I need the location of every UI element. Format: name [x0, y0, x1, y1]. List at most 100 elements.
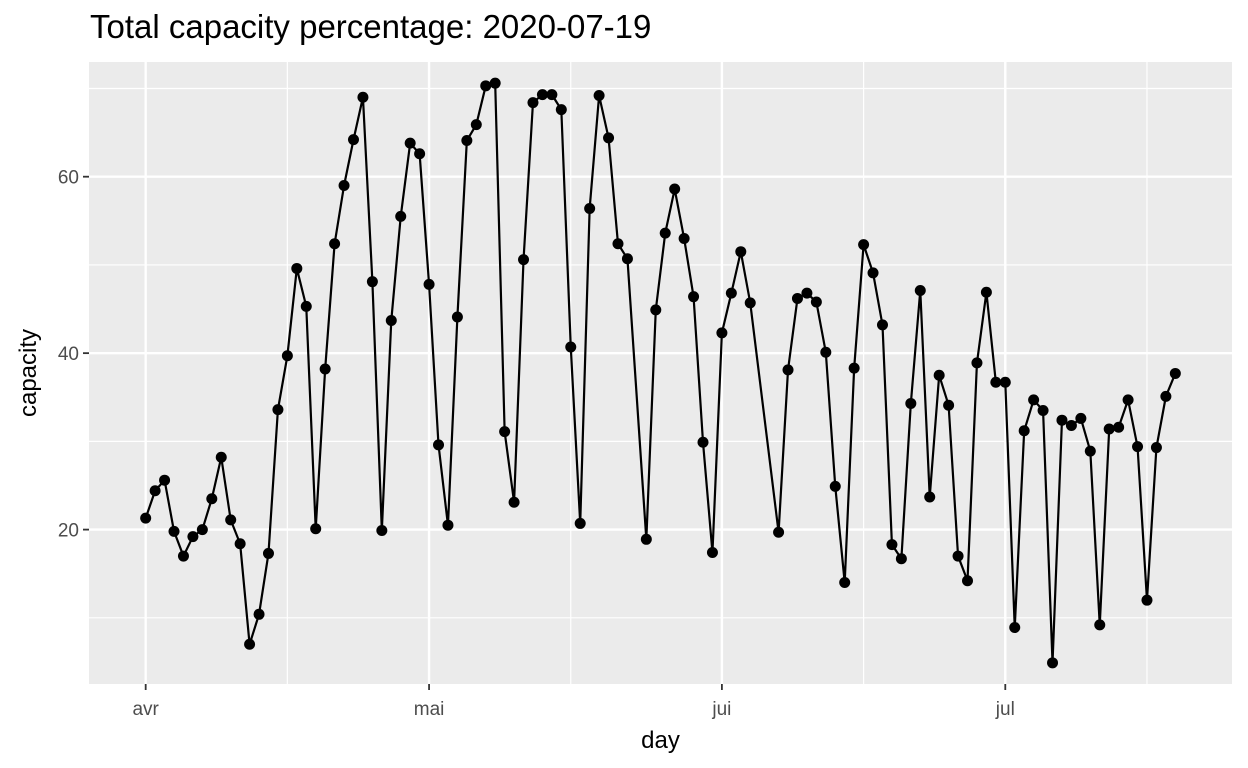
- data-point: [244, 638, 256, 650]
- x-axis: avr mai jui jul: [132, 684, 1015, 720]
- plot-panel: [89, 62, 1232, 684]
- data-point: [1037, 404, 1049, 416]
- data-point: [1094, 619, 1106, 631]
- y-axis: 20 40 60: [58, 168, 89, 542]
- data-point: [376, 524, 388, 536]
- data-point: [612, 238, 624, 250]
- data-point: [480, 80, 492, 92]
- data-point: [791, 292, 803, 304]
- data-point: [461, 135, 473, 147]
- data-point: [187, 531, 199, 543]
- data-point: [555, 104, 567, 116]
- data-point: [914, 285, 926, 297]
- data-point: [159, 474, 171, 486]
- data-point: [536, 89, 548, 101]
- y-tick-label: 60: [58, 168, 79, 189]
- data-point: [574, 517, 586, 529]
- data-point: [669, 183, 681, 195]
- data-point: [357, 91, 369, 103]
- data-point: [215, 451, 227, 463]
- data-point: [697, 436, 709, 448]
- data-point: [999, 376, 1011, 388]
- x-tick-label: jui: [711, 699, 731, 720]
- chart-title: Total capacity percentage: 2020-07-19: [90, 8, 652, 45]
- data-point: [451, 311, 463, 323]
- data-point: [565, 341, 577, 353]
- data-point: [300, 300, 312, 312]
- data-point: [1065, 419, 1077, 431]
- data-point: [735, 246, 747, 258]
- data-point: [253, 608, 265, 620]
- data-point: [603, 132, 615, 144]
- data-point: [1084, 445, 1096, 457]
- data-point: [499, 426, 511, 438]
- data-point: [725, 287, 737, 299]
- data-point: [943, 399, 955, 411]
- data-point: [706, 547, 718, 559]
- data-point: [366, 276, 378, 288]
- data-point: [924, 491, 936, 503]
- data-point: [385, 315, 397, 327]
- data-point: [744, 297, 756, 309]
- data-point: [319, 363, 331, 375]
- data-point: [1018, 425, 1030, 437]
- data-point: [980, 286, 992, 298]
- data-point: [206, 493, 218, 505]
- data-point: [546, 89, 558, 101]
- data-point: [291, 262, 303, 274]
- data-point: [1169, 367, 1181, 379]
- data-point: [262, 547, 274, 559]
- data-point: [820, 346, 832, 358]
- data-point: [508, 496, 520, 508]
- data-point: [801, 287, 813, 299]
- x-tick-label: mai: [414, 699, 445, 720]
- data-point: [1028, 394, 1040, 406]
- data-point: [1056, 414, 1068, 426]
- series-layer: [140, 77, 1181, 669]
- data-point: [225, 514, 237, 526]
- data-point: [1103, 423, 1115, 435]
- data-point: [423, 278, 435, 290]
- data-point: [1160, 390, 1172, 402]
- data-point: [952, 550, 964, 562]
- x-tick-label: avr: [132, 699, 159, 720]
- data-point: [196, 524, 208, 536]
- data-point: [177, 550, 189, 562]
- data-point: [716, 327, 728, 339]
- data-point: [867, 267, 879, 279]
- data-point: [678, 232, 690, 244]
- data-point: [773, 526, 785, 538]
- data-point: [593, 90, 605, 102]
- data-point: [895, 553, 907, 565]
- data-point: [1132, 441, 1144, 453]
- data-point: [650, 304, 662, 316]
- data-point: [990, 376, 1002, 388]
- data-point: [442, 519, 454, 531]
- data-point: [688, 291, 700, 303]
- data-point: [310, 523, 322, 535]
- major-gridlines: [89, 62, 1232, 684]
- data-point: [414, 148, 426, 160]
- data-point: [782, 364, 794, 376]
- data-point: [1075, 412, 1087, 424]
- data-point: [489, 77, 501, 89]
- data-point: [886, 539, 898, 551]
- x-axis-title: day: [641, 727, 680, 754]
- data-point: [338, 180, 350, 192]
- y-axis-title: capacity: [15, 329, 42, 417]
- data-point: [584, 202, 596, 214]
- data-point: [518, 254, 530, 266]
- data-point: [829, 480, 841, 492]
- data-point: [1150, 442, 1162, 454]
- data-point: [962, 575, 974, 587]
- data-point: [527, 97, 539, 109]
- data-point: [1141, 594, 1153, 606]
- data-point: [839, 577, 851, 589]
- y-tick-label: 20: [58, 521, 79, 542]
- data-point: [470, 119, 482, 131]
- data-point: [149, 485, 161, 497]
- data-point: [272, 404, 284, 416]
- y-tick-label: 40: [58, 344, 79, 365]
- data-point: [905, 397, 917, 409]
- data-point: [1047, 657, 1059, 669]
